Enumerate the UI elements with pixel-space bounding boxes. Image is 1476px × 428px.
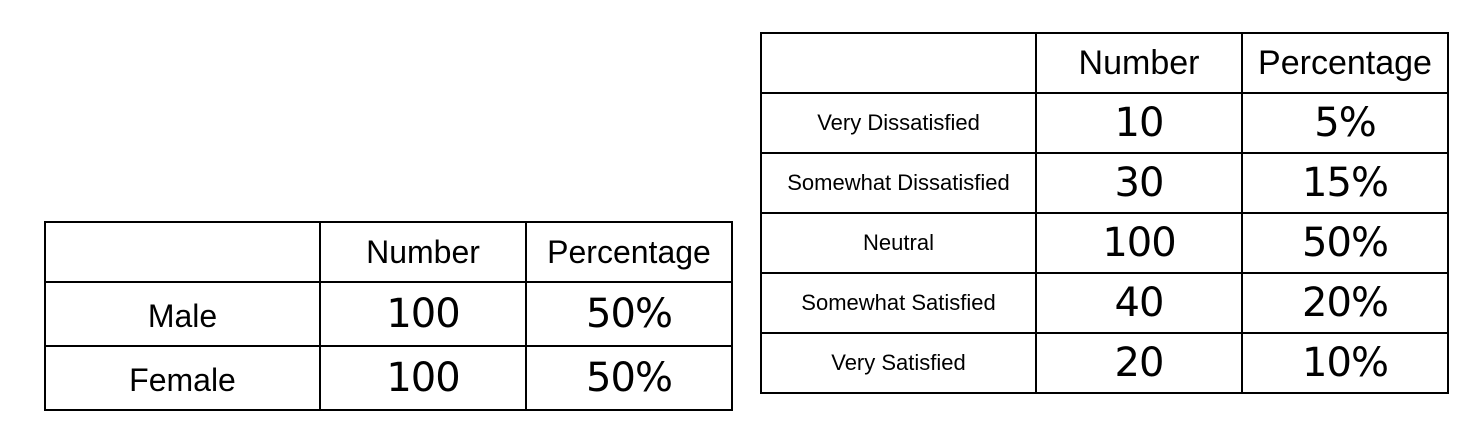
- number-cell: 40: [1035, 272, 1243, 334]
- percentage-cell: 5%: [1241, 92, 1449, 154]
- gender-table: Number Percentage Male 100 50% Female 10…: [44, 221, 733, 411]
- row-label: Somewhat Satisfied: [760, 272, 1037, 334]
- table-row: Very Satisfied 20 10%: [760, 332, 1449, 394]
- percentage-cell: 50%: [525, 345, 733, 411]
- table-row: Somewhat Dissatisfied 30 15%: [760, 152, 1449, 214]
- number-cell: 100: [319, 345, 527, 411]
- percentage-cell: 50%: [525, 281, 733, 347]
- percentage-cell: 50%: [1241, 212, 1449, 274]
- number-cell: 10: [1035, 92, 1243, 154]
- header-empty-cell: [760, 32, 1037, 94]
- table-row: Neutral 100 50%: [760, 212, 1449, 274]
- percentage-cell: 15%: [1241, 152, 1449, 214]
- header-percentage: Percentage: [525, 221, 733, 283]
- row-label: Very Satisfied: [760, 332, 1037, 394]
- table-row: Female 100 50%: [44, 345, 733, 411]
- header-number: Number: [1035, 32, 1243, 94]
- row-label: Somewhat Dissatisfied: [760, 152, 1037, 214]
- table-header-row: Number Percentage: [44, 221, 733, 283]
- number-cell: 100: [319, 281, 527, 347]
- number-cell: 100: [1035, 212, 1243, 274]
- table-row: Somewhat Satisfied 40 20%: [760, 272, 1449, 334]
- row-label: Male: [44, 281, 321, 347]
- table-row: Male 100 50%: [44, 281, 733, 347]
- row-label: Very Dissatisfied: [760, 92, 1037, 154]
- satisfaction-table: Number Percentage Very Dissatisfied 10 5…: [760, 32, 1449, 394]
- percentage-cell: 20%: [1241, 272, 1449, 334]
- row-label: Female: [44, 345, 321, 411]
- number-cell: 30: [1035, 152, 1243, 214]
- percentage-cell: 10%: [1241, 332, 1449, 394]
- row-label: Neutral: [760, 212, 1037, 274]
- header-number: Number: [319, 221, 527, 283]
- header-percentage: Percentage: [1241, 32, 1449, 94]
- table-row: Very Dissatisfied 10 5%: [760, 92, 1449, 154]
- header-empty-cell: [44, 221, 321, 283]
- table-header-row: Number Percentage: [760, 32, 1449, 94]
- number-cell: 20: [1035, 332, 1243, 394]
